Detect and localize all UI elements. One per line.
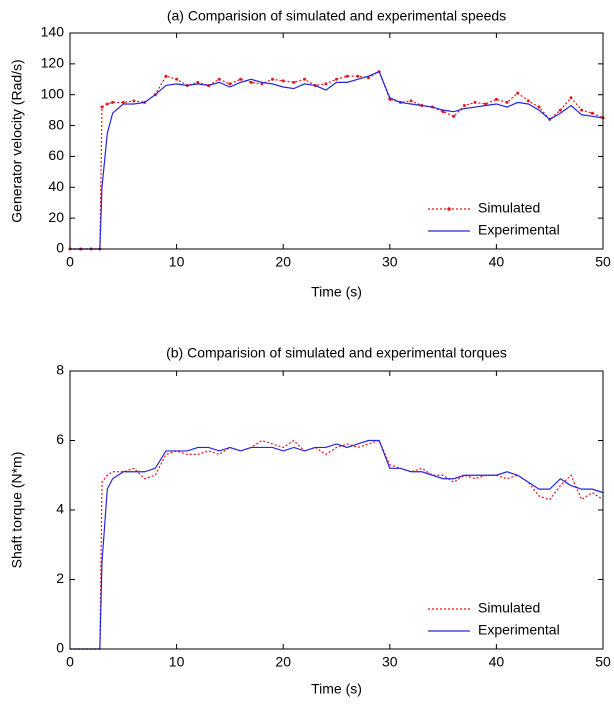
y-tick-label: 40 [48,178,64,194]
x-axis-label: Time (s) [311,284,362,300]
series-marker [105,102,109,106]
series-marker [111,100,115,104]
x-tick-label: 0 [66,654,74,670]
series-marker [175,77,179,81]
x-tick-label: 50 [595,654,611,670]
plot-frame [69,32,604,250]
series-marker [345,74,349,78]
series-marker [580,108,584,112]
y-tick-label: 0 [56,640,64,656]
y-tick-label: 6 [56,431,64,447]
series-marker [526,99,530,103]
y-tick-label: 100 [41,85,65,101]
legend-label: Simulated [478,200,540,216]
legend-label: Simulated [478,600,540,616]
legend-label: Experimental [478,222,560,238]
series-marker [292,80,296,84]
series-marker [516,91,520,95]
chart-title: (b) Comparision of simulated and experim… [166,345,507,361]
series-marker [441,110,445,114]
series-marker [281,79,285,83]
y-tick-label: 120 [41,55,65,71]
plot-frame [69,370,604,650]
x-tick-label: 10 [169,654,185,670]
x-tick-label: 30 [382,654,398,670]
y-tick-label: 4 [56,501,64,517]
series-marker [537,105,541,109]
series-marker [228,82,232,86]
series-marker [100,105,104,109]
series-marker [249,80,253,84]
series-marker [505,100,509,104]
series-marker [132,99,136,103]
x-axis-label: Time (s) [311,681,362,697]
series-line [70,439,604,650]
y-axis-label: Generator velocity (Rad/s) [9,59,25,222]
y-tick-label: 2 [56,570,64,586]
y-tick-label: 20 [48,209,64,225]
series-marker [569,96,573,100]
series-marker [356,74,360,78]
series-marker [217,77,221,81]
y-tick-label: 8 [56,362,64,378]
y-tick-label: 140 [41,24,65,40]
x-tick-label: 30 [382,254,398,270]
series-marker [484,102,488,106]
y-tick-label: 0 [56,240,64,256]
series-marker [452,114,456,118]
series-marker [239,77,243,81]
series-marker [196,80,200,84]
x-tick-label: 50 [595,254,611,270]
legend-label: Experimental [478,622,560,638]
chart-title: (a) Comparision of simulated and experim… [167,8,506,24]
series-marker [473,100,477,104]
x-tick-label: 10 [169,254,185,270]
x-tick-label: 40 [489,654,505,670]
series-marker [271,77,275,81]
x-tick-label: 20 [275,254,291,270]
series-marker [494,97,498,101]
series-marker [335,77,338,81]
y-tick-label: 80 [48,116,64,132]
x-tick-label: 0 [66,254,74,270]
series-marker [558,108,562,112]
series-marker [409,99,413,103]
series-line [70,439,604,650]
legend-marker [447,207,451,211]
series-marker [462,104,466,108]
y-axis-label: Shaft torque (N*m) [9,452,25,569]
x-tick-label: 40 [489,254,505,270]
series-marker [590,111,594,115]
series-marker [303,77,307,81]
series-marker [121,100,125,104]
series-marker [324,82,328,86]
y-tick-label: 60 [48,147,64,163]
x-tick-label: 20 [275,654,291,670]
series-line [70,70,604,250]
series-marker [164,74,168,78]
series-marker [260,82,264,86]
